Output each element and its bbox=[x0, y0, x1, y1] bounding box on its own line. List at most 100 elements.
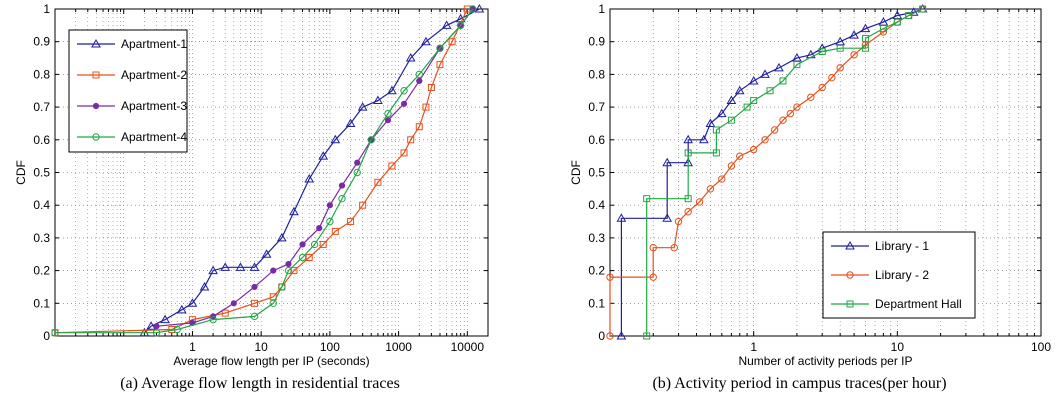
data-point bbox=[146, 321, 156, 330]
y-tick-label: 0.6 bbox=[33, 133, 50, 147]
data-point bbox=[400, 149, 408, 157]
data-point bbox=[649, 244, 657, 252]
data-point bbox=[727, 162, 736, 170]
x-tick-label: 10000 bbox=[451, 340, 485, 354]
data-point bbox=[330, 134, 341, 144]
data-point bbox=[761, 136, 769, 144]
figure-a: 0 0.1 0.2 0.3 0.4 0.5 0.6 0.7 0.8 0.9 1 1 10 100 1000 1… bbox=[0, 0, 520, 418]
data-point bbox=[153, 323, 160, 330]
legend-label-library-2: Library - 2 bbox=[875, 268, 929, 282]
y-tick-label: 0.6 bbox=[588, 133, 605, 147]
data-point bbox=[269, 299, 277, 307]
data-point bbox=[792, 53, 802, 62]
data-point bbox=[786, 109, 795, 118]
y-tick-label: 0.4 bbox=[588, 198, 605, 212]
y-tick-label: 0 bbox=[43, 329, 50, 343]
legend-marker bbox=[91, 38, 101, 48]
data-point bbox=[250, 312, 259, 321]
data-point bbox=[441, 20, 452, 29]
data-point bbox=[818, 83, 826, 92]
data-point bbox=[250, 299, 258, 307]
y-tick-label: 0.7 bbox=[588, 100, 605, 114]
data-point bbox=[299, 241, 306, 248]
legend-label-apartment-3: Apartment-3 bbox=[121, 99, 187, 113]
legend-marker bbox=[92, 133, 100, 141]
legend-label-apartment-4: Apartment-4 bbox=[121, 130, 187, 144]
data-point bbox=[152, 329, 161, 337]
data-point bbox=[407, 136, 415, 144]
y-tick-label: 0.8 bbox=[588, 67, 605, 81]
data-point bbox=[779, 77, 787, 85]
data-point bbox=[718, 175, 726, 183]
y-tick-label: 0.9 bbox=[588, 35, 605, 49]
data-point bbox=[919, 5, 927, 13]
data-point bbox=[338, 182, 346, 189]
data-point bbox=[338, 194, 346, 203]
x-axis-label: Number of activity periods per IP bbox=[738, 354, 912, 368]
data-point bbox=[716, 108, 727, 118]
data-point bbox=[405, 53, 416, 62]
data-point bbox=[643, 332, 651, 340]
y-tick-label: 0.2 bbox=[33, 264, 50, 278]
data-point bbox=[893, 18, 901, 26]
data-point bbox=[285, 260, 292, 268]
data-point bbox=[662, 213, 673, 222]
legend: Library - 1 Library - 2 Department Hall bbox=[822, 231, 976, 319]
y-tick-label: 0.1 bbox=[588, 296, 605, 310]
legend-box bbox=[68, 29, 188, 153]
x-tick-label: 10 bbox=[891, 340, 905, 354]
data-point bbox=[879, 25, 887, 33]
legend-marker bbox=[846, 300, 854, 308]
data-point bbox=[684, 208, 692, 216]
data-point bbox=[436, 61, 444, 69]
data-point bbox=[748, 75, 759, 85]
data-point bbox=[850, 51, 858, 59]
data-point bbox=[220, 262, 231, 271]
data-point bbox=[749, 145, 758, 154]
legend-label-library-1: Library - 1 bbox=[875, 239, 929, 253]
data-point bbox=[354, 159, 361, 166]
data-point bbox=[298, 253, 307, 262]
data-point bbox=[276, 232, 287, 242]
data-point bbox=[835, 36, 846, 46]
figure-b: 0 0.1 0.2 0.3 0.4 0.5 0.6 0.7 0.8 0.9 1 1 10 100 Numbe… bbox=[540, 0, 1059, 418]
data-point bbox=[774, 62, 784, 72]
data-point bbox=[319, 240, 327, 248]
caption-a: (a) Average flow length in residential t… bbox=[120, 375, 400, 392]
data-point bbox=[695, 198, 704, 206]
y-tick-label: 0.5 bbox=[33, 166, 50, 180]
caption-b: (b) Activity period in campus traces(per… bbox=[652, 375, 947, 392]
data-point bbox=[750, 97, 758, 105]
legend-label-department-hall: Department Hall bbox=[875, 297, 962, 311]
data-point bbox=[643, 195, 651, 203]
data-point bbox=[261, 249, 272, 258]
chart-a: 0 0.1 0.2 0.3 0.4 0.5 0.6 0.7 0.8 0.9 1 1 10 100 1000 1… bbox=[14, 2, 489, 368]
data-point bbox=[807, 93, 815, 101]
data-point bbox=[770, 126, 779, 134]
series-line bbox=[609, 8, 923, 336]
y-tick-label: 1 bbox=[43, 2, 50, 16]
x-tick-label: 100 bbox=[320, 340, 340, 354]
y-tick-label: 0.9 bbox=[33, 35, 50, 49]
y-tick-label: 0.4 bbox=[33, 198, 50, 212]
data-point bbox=[836, 44, 844, 52]
series-line bbox=[54, 8, 468, 334]
data-point bbox=[760, 69, 770, 78]
data-point bbox=[736, 152, 744, 160]
data-point bbox=[416, 77, 423, 85]
y-tick-label: 0.2 bbox=[588, 264, 605, 278]
data-point bbox=[235, 262, 246, 271]
data-point bbox=[705, 118, 716, 127]
series-line bbox=[156, 8, 474, 327]
legend: Apartment-1 Apartment-2 Apartment-3 Apartme… bbox=[68, 29, 188, 153]
data-point bbox=[373, 95, 383, 105]
x-tick-label: 1 bbox=[189, 340, 196, 354]
data-point bbox=[712, 126, 720, 134]
data-point bbox=[357, 102, 368, 111]
data-point bbox=[712, 149, 720, 157]
data-point bbox=[456, 21, 465, 30]
data-point bbox=[400, 100, 408, 107]
series-line bbox=[620, 8, 923, 336]
data-point bbox=[684, 195, 692, 203]
y-tick-label: 0.5 bbox=[588, 166, 605, 180]
